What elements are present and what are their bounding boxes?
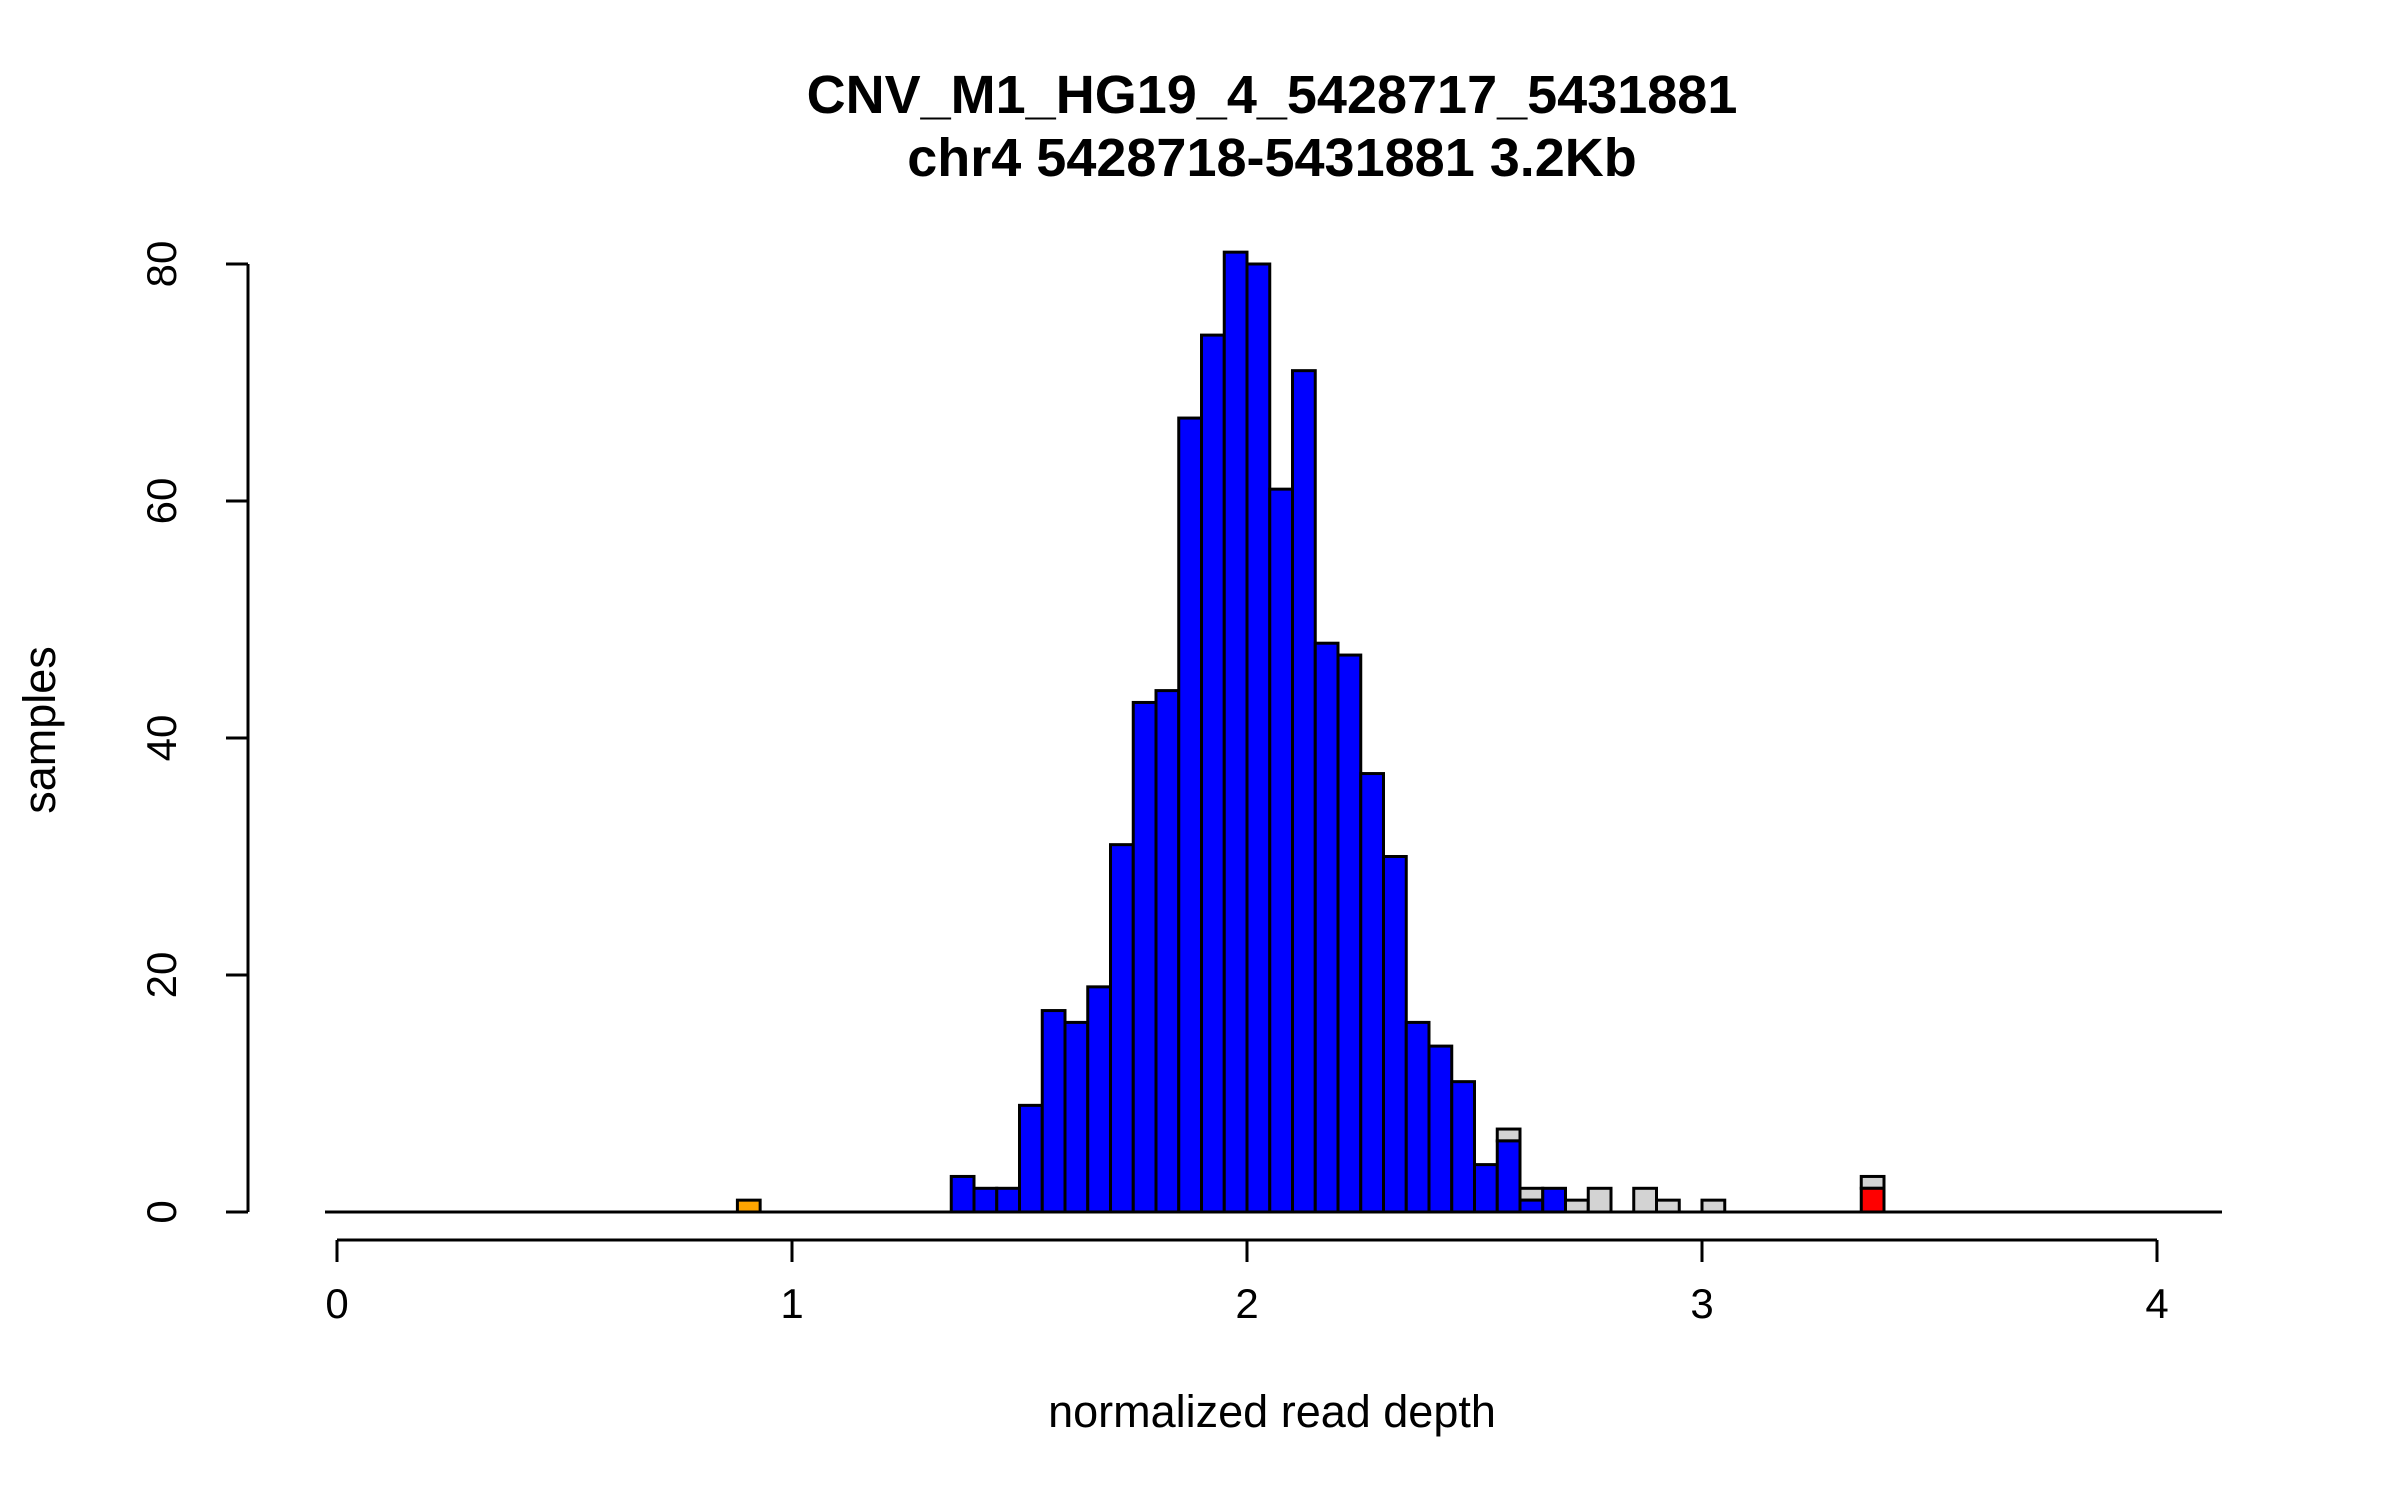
bar-duplication-0: [1859, 1186, 1886, 1214]
y-axis: 0 20 40 60 80: [138, 241, 250, 1224]
bar-other-3: [1586, 1186, 1613, 1214]
bar-normal-14: [1268, 487, 1294, 1214]
bar-normal-7: [1109, 843, 1135, 1214]
bar-other-6: [1700, 1198, 1727, 1214]
y-tick-label: 80: [138, 241, 185, 288]
x-tick-label: 3: [1690, 1280, 1713, 1327]
chart-subtitle: chr4 5428718-5431881 3.2Kb: [907, 128, 1637, 188]
bar-normal-17: [1336, 653, 1363, 1214]
bar-normal-10: [1177, 416, 1203, 1214]
bar-other-1: [1518, 1186, 1545, 1202]
x-tick-label: 0: [325, 1280, 348, 1327]
bar-other-7: [1859, 1174, 1886, 1190]
bar-normal-13: [1245, 262, 1272, 1214]
y-axis-label: samples: [14, 646, 65, 814]
bar-normal-0: [949, 1174, 976, 1214]
bar-normal-15: [1291, 369, 1317, 1214]
bar-normal-12: [1222, 250, 1249, 1214]
bar-other-0: [1495, 1127, 1522, 1143]
bar-normal-18: [1359, 772, 1385, 1214]
y-tick-label: 20: [138, 952, 185, 999]
bars-group: [735, 250, 1886, 1214]
bar-normal-22: [1450, 1080, 1476, 1214]
bar-normal-25: [1518, 1198, 1545, 1214]
bar-normal-3: [1018, 1103, 1044, 1214]
bar-normal-26: [1541, 1186, 1567, 1214]
bar-normal-8: [1131, 700, 1158, 1214]
bar-normal-21: [1427, 1044, 1454, 1214]
x-tick-label: 2: [1235, 1280, 1258, 1327]
bar-deletion-0: [735, 1198, 762, 1214]
bar-normal-6: [1086, 985, 1112, 1214]
y-tick-label: 40: [138, 715, 185, 762]
y-tick-label: 60: [138, 478, 185, 525]
bar-normal-16: [1313, 641, 1340, 1214]
x-tick-label: 1: [780, 1280, 803, 1327]
bar-normal-19: [1382, 855, 1408, 1214]
bar-normal-2: [995, 1186, 1021, 1214]
bar-normal-1: [972, 1186, 999, 1214]
x-axis-label: normalized read depth: [1048, 1386, 1496, 1437]
bar-other-4: [1632, 1186, 1658, 1214]
bar-other-2: [1564, 1198, 1590, 1214]
bar-normal-24: [1495, 1139, 1522, 1214]
bar-normal-20: [1404, 1020, 1431, 1214]
chart-title: CNV_M1_HG19_4_5428717_5431881: [807, 65, 1738, 125]
bar-normal-11: [1200, 333, 1226, 1214]
bar-normal-23: [1473, 1163, 1499, 1214]
bar-normal-4: [1040, 1009, 1067, 1214]
bar-normal-9: [1154, 689, 1181, 1214]
bar-normal-5: [1063, 1020, 1090, 1214]
y-tick-label: 0: [138, 1200, 185, 1223]
x-tick-label: 4: [2145, 1280, 2168, 1327]
x-axis: 0 1 2 3 4: [325, 1238, 2169, 1327]
bar-other-5: [1655, 1198, 1681, 1214]
